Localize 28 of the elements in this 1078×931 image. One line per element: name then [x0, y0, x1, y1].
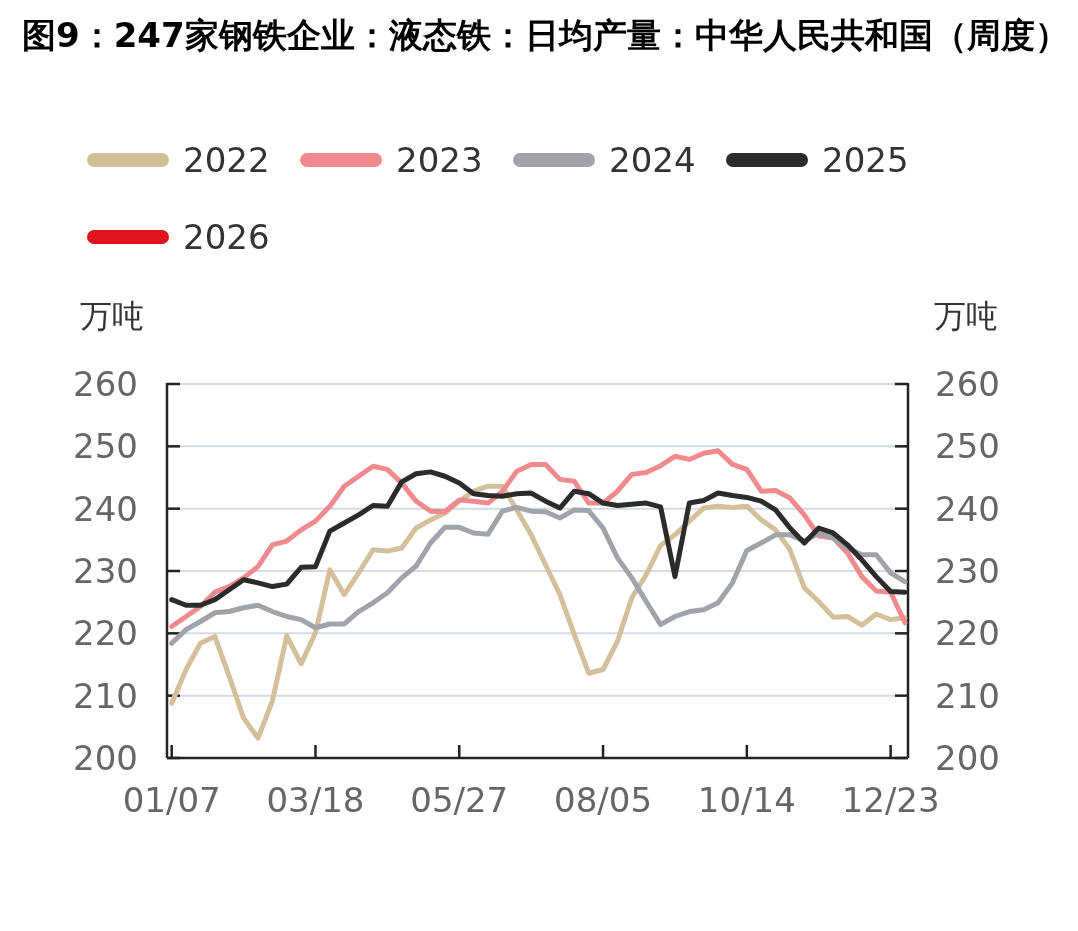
- y-tick-label: 230: [73, 551, 138, 591]
- legend-label: 2024: [609, 140, 696, 180]
- legend-label: 2023: [396, 140, 483, 180]
- y-axis-title: 万吨: [80, 297, 144, 335]
- y2-tick-label: 230: [935, 551, 1000, 591]
- y-tick-label: 260: [73, 364, 138, 404]
- y2-tick-label: 260: [935, 364, 1000, 404]
- chart-title: 图9：247家钢铁企业：液态铁：日均产量：中华人民共和国（周度）: [22, 14, 1070, 57]
- x-tick-label: 12/23: [841, 780, 940, 820]
- y-tick-label: 220: [73, 613, 138, 654]
- y-tick-label: 240: [73, 488, 138, 529]
- x-tick-label: 01/07: [122, 780, 221, 820]
- y2-tick-label: 250: [935, 426, 1000, 467]
- y2-tick-label: 220: [935, 613, 1000, 654]
- y2-axis-title: 万吨: [934, 297, 998, 335]
- x-tick-label: 08/05: [554, 780, 653, 820]
- legend-label: 2022: [183, 140, 270, 180]
- x-tick-label: 03/18: [266, 780, 365, 820]
- x-tick-label: 05/27: [410, 780, 509, 820]
- y-tick-label: 200: [73, 738, 138, 778]
- x-tick-label: 10/14: [697, 780, 796, 820]
- y-tick-label: 210: [73, 675, 138, 716]
- y2-tick-label: 200: [935, 738, 1000, 778]
- y2-tick-label: 210: [935, 675, 1000, 716]
- y2-tick-label: 240: [935, 488, 1000, 529]
- legend-label: 2026: [183, 217, 270, 257]
- legend-label: 2025: [822, 140, 909, 180]
- y-tick-label: 250: [73, 426, 138, 467]
